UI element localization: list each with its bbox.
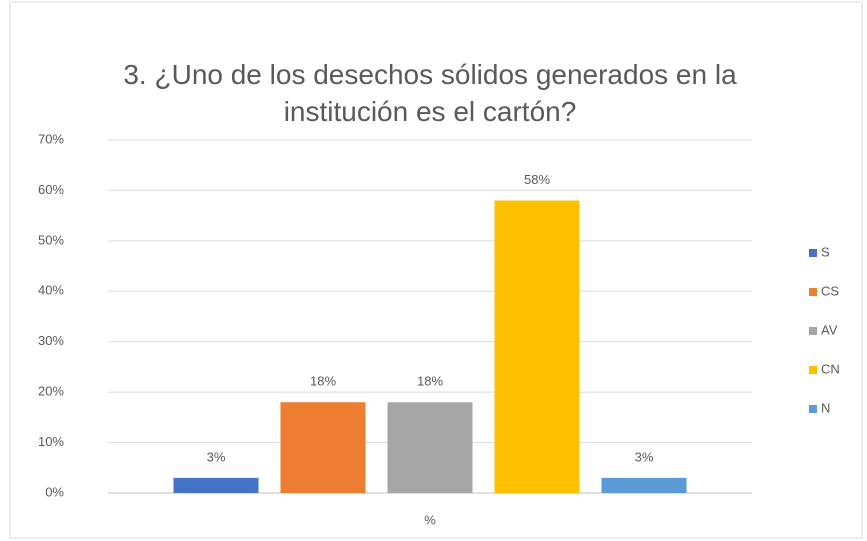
data-label: 58%: [524, 172, 550, 187]
legend-label: N: [821, 400, 830, 415]
legend-label: AV: [821, 322, 838, 337]
bar: [280, 402, 366, 493]
y-tick-label: 30%: [38, 333, 64, 348]
chart-border: [9, 1, 863, 539]
data-label: 3%: [635, 449, 654, 464]
legend-swatch: [809, 405, 817, 413]
y-tick-label: 40%: [38, 283, 64, 298]
legend-swatch: [809, 366, 817, 374]
y-tick-label: 60%: [38, 182, 64, 197]
y-tick-label: 70%: [38, 131, 64, 146]
bar: [173, 477, 259, 493]
bar: [387, 402, 473, 493]
legend-label: CS: [821, 283, 839, 298]
x-tick-label: %: [424, 512, 436, 527]
chart-title: 3. ¿Uno de los desechos sólidos generado…: [123, 59, 737, 127]
legend-label: CN: [821, 361, 840, 376]
data-label: 3%: [207, 449, 226, 464]
data-label: 18%: [310, 374, 336, 389]
bar: [601, 477, 687, 493]
legend-swatch: [809, 327, 817, 335]
bar: [494, 200, 580, 493]
y-tick-label: 20%: [38, 384, 64, 399]
data-label: 18%: [417, 374, 443, 389]
y-tick-label: 10%: [38, 434, 64, 449]
legend-swatch: [809, 288, 817, 296]
y-tick-label: 0%: [45, 484, 64, 499]
legend-swatch: [809, 249, 817, 257]
legend-label: S: [821, 244, 830, 259]
y-tick-label: 50%: [38, 232, 64, 247]
